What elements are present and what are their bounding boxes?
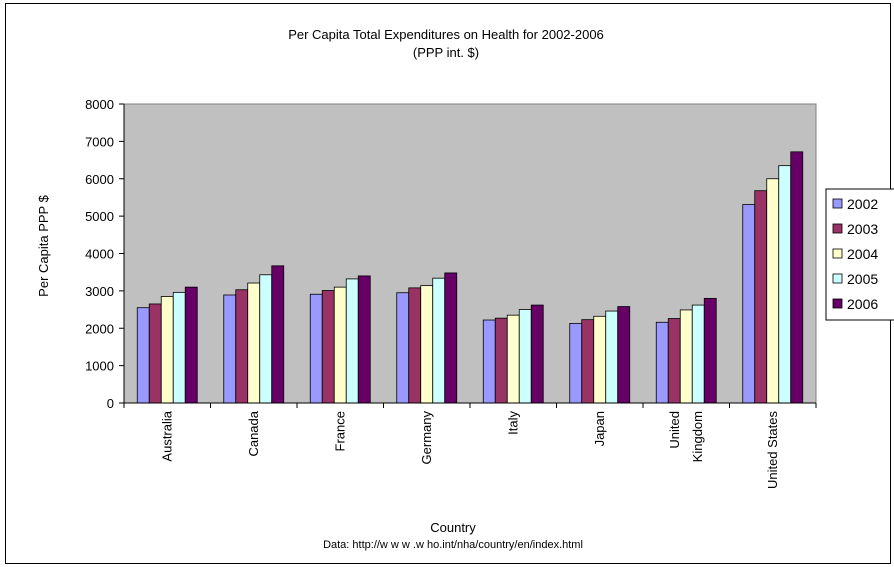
bar-2003-0	[148, 303, 162, 404]
y-tick-label: 4000	[85, 247, 114, 262]
y-tick-label: 3000	[85, 284, 114, 299]
x-axis: Australia Canada France Germany Italy Japan Un…	[123, 402, 817, 490]
legend-swatch	[832, 273, 843, 284]
y-axis: 0 1000 2000 3000 4000 5000 6000 7000 8000	[85, 97, 125, 411]
bar-2004-4	[506, 314, 520, 404]
bar-2006-7	[790, 151, 804, 404]
bar-2004-3	[420, 285, 434, 404]
bar-2002-4	[482, 319, 496, 404]
x-tick-label: Australia	[159, 410, 174, 461]
bar-2003-7	[754, 190, 768, 404]
bar-2005-4	[518, 309, 532, 404]
y-tick-label: 5000	[85, 209, 114, 224]
legend-label: 2003	[847, 221, 878, 237]
bar-2006-6	[703, 297, 717, 404]
data-source-note: Data: http://w w w .w ho.int/nha/country…	[323, 539, 583, 551]
y-tick-label: 2000	[85, 321, 114, 336]
chart-title: Per Capita Total Expenditures on Health …	[288, 27, 604, 42]
x-tick-label: United States	[765, 411, 780, 490]
bar-2005-3	[432, 277, 446, 404]
y-tick-label: 1000	[85, 359, 114, 374]
bar-2003-3	[408, 287, 422, 404]
legend-label: 2002	[847, 196, 878, 212]
bar-2004-1	[247, 282, 261, 404]
bar-2004-6	[679, 309, 693, 404]
x-tick-label: France	[332, 411, 347, 451]
bar-2002-7	[742, 204, 756, 404]
legend-swatch	[832, 198, 843, 209]
x-tick-label: Kingdom	[690, 411, 705, 462]
bar-2005-7	[778, 165, 792, 404]
y-tick-label: 0	[107, 396, 114, 411]
y-tick-label: 6000	[85, 172, 114, 187]
bar-2005-5	[605, 310, 619, 404]
legend: 2002 2003 2004 2005 2006	[825, 188, 894, 321]
legend-swatch	[832, 298, 843, 309]
legend-label: 2005	[847, 271, 878, 287]
bar-2006-5	[617, 306, 631, 404]
y-axis-label: Per Capita PPP $	[36, 194, 51, 296]
bar-2004-5	[593, 315, 607, 404]
bar-2005-1	[259, 274, 273, 404]
bar-2003-6	[667, 318, 681, 404]
x-tick-label: Italy	[505, 411, 520, 435]
bar-2006-0	[184, 286, 198, 404]
bar-2002-0	[136, 307, 150, 404]
bar-2004-7	[766, 178, 780, 404]
bar-2004-0	[160, 296, 174, 404]
bar-2002-2	[309, 293, 323, 404]
y-tick-label: 7000	[85, 134, 114, 149]
x-tick-label: Canada	[246, 410, 261, 456]
bar-2005-0	[172, 291, 186, 404]
bar-2002-3	[396, 292, 410, 404]
bar-2006-1	[271, 265, 285, 404]
chart-subtitle: (PPP int. $)	[413, 45, 479, 60]
bar-2002-5	[569, 322, 583, 404]
y-tick-label: 8000	[85, 97, 114, 112]
bar-2005-2	[345, 278, 359, 404]
bar-2006-2	[357, 275, 371, 404]
x-tick-label: Japan	[592, 411, 607, 446]
bar-2006-3	[444, 272, 458, 404]
bar-2003-1	[235, 289, 249, 404]
legend-swatch	[832, 248, 843, 259]
legend-swatch	[832, 223, 843, 234]
bar-2005-6	[691, 304, 705, 404]
x-axis-label: Country	[430, 520, 476, 535]
x-tick-label: Germany	[419, 411, 434, 465]
bar-2002-1	[223, 294, 237, 404]
bars	[136, 151, 804, 404]
legend-label: 2006	[847, 296, 878, 312]
bar-2002-6	[655, 321, 669, 404]
x-tick-label: United	[667, 411, 682, 449]
legend-label: 2004	[847, 246, 878, 262]
bar-2003-2	[321, 290, 335, 404]
bar-2003-5	[581, 319, 595, 404]
bar-2003-4	[494, 317, 508, 404]
bar-2004-2	[333, 286, 347, 404]
bar-2006-4	[530, 304, 544, 404]
